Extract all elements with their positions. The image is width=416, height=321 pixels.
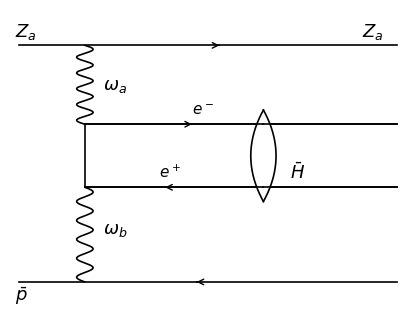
Text: $e^-$: $e^-$ [192, 103, 213, 118]
Text: $Z_a$: $Z_a$ [15, 22, 37, 42]
Text: $e^+$: $e^+$ [159, 164, 181, 181]
Text: $\omega_a$: $\omega_a$ [103, 77, 127, 95]
Text: $\bar{H}$: $\bar{H}$ [290, 163, 305, 183]
Text: $\bar{p}$: $\bar{p}$ [15, 286, 28, 307]
Text: $Z_a$: $Z_a$ [362, 22, 384, 42]
Text: $\omega_b$: $\omega_b$ [103, 221, 128, 239]
Polygon shape [251, 110, 276, 202]
